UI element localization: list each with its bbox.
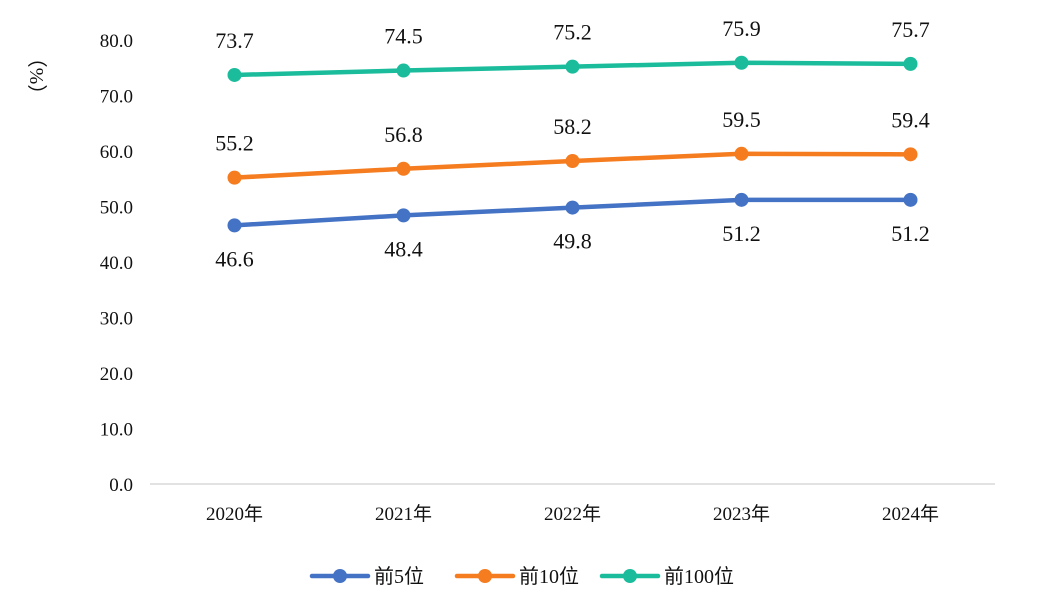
legend-label: 前10位	[519, 565, 579, 588]
legend-label: 前5位	[374, 565, 424, 588]
data-label: 48.4	[384, 236, 423, 261]
y-tick-label: 10.0	[100, 420, 133, 441]
data-label: 75.9	[722, 16, 761, 41]
data-point	[227, 170, 242, 185]
legend-marker	[333, 569, 347, 583]
data-label: 75.7	[891, 17, 930, 42]
y-tick-label: 30.0	[100, 309, 133, 330]
data-label: 46.6	[215, 246, 254, 271]
x-tick-label: 2020年	[206, 503, 263, 525]
data-point	[734, 192, 749, 207]
data-label: 49.8	[553, 229, 592, 254]
y-tick-label: 20.0	[100, 364, 133, 385]
y-tick-label: 80.0	[100, 31, 133, 52]
data-point	[903, 192, 918, 207]
data-label: 51.2	[891, 221, 930, 246]
data-label: 59.4	[891, 107, 930, 132]
data-label: 75.2	[553, 20, 592, 45]
data-point	[903, 56, 918, 71]
y-axis-ticks: 0.0 10.0 20.0 30.0 40.0 50.0 60.0 70.0 80.0	[100, 31, 133, 496]
x-tick-label: 2024年	[882, 503, 939, 525]
y-tick-label: 70.0	[100, 87, 133, 108]
series-group: 46.6 48.4 49.8 51.2 51.2 55.2 56.8 58.2 59.5 59.4…	[215, 16, 930, 272]
data-label: 73.7	[215, 28, 254, 53]
data-label: 51.2	[722, 221, 761, 246]
x-tick-label: 2022年	[544, 503, 601, 525]
data-point	[227, 218, 242, 233]
legend-label: 前100位	[664, 565, 734, 588]
y-tick-label: 0.0	[109, 475, 133, 496]
data-point	[396, 63, 411, 78]
x-axis-ticks: 2020年 2021年 2022年 2023年 2024年	[206, 503, 939, 525]
legend-marker	[478, 569, 492, 583]
x-tick-label: 2021年	[375, 503, 432, 525]
data-label: 58.2	[553, 114, 592, 139]
y-tick-label: 50.0	[100, 198, 133, 219]
y-tick-label: 60.0	[100, 142, 133, 163]
data-point	[396, 161, 411, 176]
data-label: 59.5	[722, 107, 761, 132]
data-point	[565, 59, 580, 74]
data-point	[227, 67, 242, 82]
x-tick-label: 2023年	[713, 503, 770, 525]
y-tick-label: 40.0	[100, 253, 133, 274]
legend-marker	[623, 569, 637, 583]
data-point	[734, 55, 749, 70]
data-point	[734, 146, 749, 161]
legend: 前5位 前10位 前100位	[309, 565, 734, 588]
y-axis-label: （%）	[25, 48, 48, 105]
data-label: 74.5	[384, 24, 423, 49]
data-point	[565, 153, 580, 168]
data-point	[565, 200, 580, 215]
data-point	[903, 147, 918, 162]
data-label: 56.8	[384, 122, 423, 147]
data-point	[396, 208, 411, 223]
data-label: 55.2	[215, 131, 254, 156]
